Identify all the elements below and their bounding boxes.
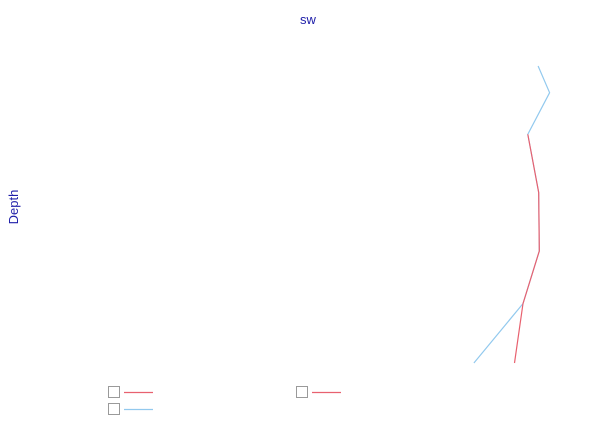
legend-item-2[interactable] (296, 386, 342, 398)
legend-checkbox[interactable] (108, 403, 120, 415)
y-axis-label: Depth (6, 190, 21, 225)
legend-checkbox[interactable] (108, 386, 120, 398)
legend (108, 386, 342, 415)
series-line-2 (473, 65, 551, 364)
legend-item-3[interactable] (108, 403, 154, 415)
plot-area (473, 65, 551, 364)
chart-title: sw (300, 12, 317, 27)
series-line-1 (513, 134, 540, 364)
legend-checkbox[interactable] (296, 386, 308, 398)
legend-item-1[interactable] (108, 386, 154, 398)
